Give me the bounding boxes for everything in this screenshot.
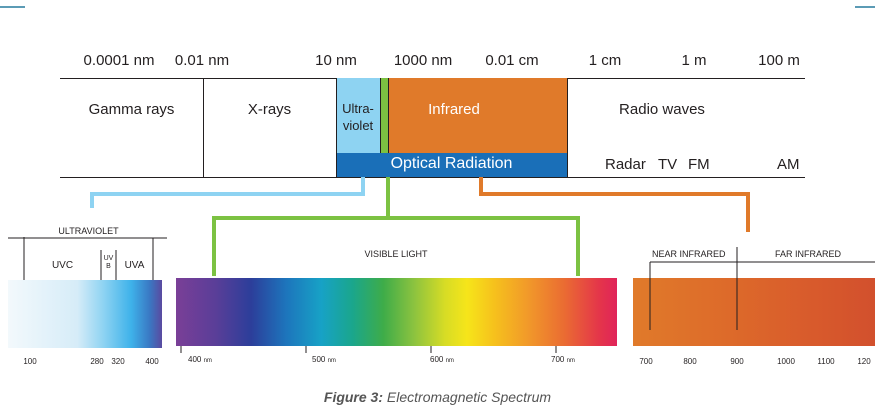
ir-axis-1000: 1000	[777, 357, 795, 366]
optical-radiation-label: Optical Radiation	[390, 155, 513, 172]
near-infrared-label: NEAR INFRARED	[652, 249, 726, 259]
uv-title: ULTRAVIOLET	[58, 226, 119, 236]
uv-axis-400: 400	[145, 357, 159, 366]
uvb-label-line2: B	[106, 263, 111, 270]
ultraviolet-label-line1: Ultra-	[342, 101, 374, 116]
gamma-rays-label: Gamma rays	[88, 101, 175, 118]
scale-label-0.0001nm: 0.0001 nm	[83, 52, 155, 69]
divider-xray-uv	[336, 78, 337, 177]
fm-label: FM	[688, 156, 710, 173]
visible-axis-600: 600 nm	[430, 355, 454, 364]
uv-axis-320: 320	[111, 357, 125, 366]
x-rays-label: X-rays	[247, 101, 292, 118]
uv-gradient-bar	[8, 280, 162, 348]
bottom-scale-line	[60, 177, 805, 178]
ir-gradient-bar	[633, 278, 875, 346]
uv-connector	[90, 177, 365, 208]
ir-axis-800: 800	[683, 357, 697, 366]
figure-title: Electromagnetic Spectrum	[383, 389, 552, 405]
uvb-label-line1: UV	[103, 255, 114, 262]
divider-uv-visible	[380, 78, 381, 153]
figure-caption: Figure 3: Electromagnetic Spectrum	[0, 389, 875, 405]
optical-radiation-band	[336, 153, 567, 177]
divider-visible-ir	[388, 78, 389, 153]
visible-axis-400-value: 400	[188, 355, 202, 364]
radio-waves-label: Radio waves	[619, 101, 705, 118]
scale-label-0.01cm: 0.01 cm	[485, 52, 539, 69]
ir-axis-1100: 1100	[817, 357, 835, 366]
scale-label-1cm: 1 cm	[588, 52, 622, 69]
scale-label-0.01nm: 0.01 nm	[174, 52, 230, 69]
visible-axis-700-value: 700	[551, 355, 565, 364]
visible-axis-400-unit: nm	[203, 358, 212, 364]
visible-connector	[212, 216, 580, 276]
scale-label-10nm: 10 nm	[315, 52, 357, 69]
visible-axis-500: 500 nm	[312, 355, 336, 364]
divider-gamma-xray	[203, 78, 204, 177]
divider-ir-radio	[567, 78, 568, 177]
tv-label: TV	[658, 156, 678, 173]
figure-number: Figure 3:	[323, 389, 384, 405]
visible-axis-500-value: 500	[312, 355, 326, 364]
uv-panel: ULTRAVIOLET UVC UV B UVA 100 280 320 400	[0, 220, 170, 400]
scale-label-1000nm: 1000 nm	[393, 52, 453, 69]
radar-label: Radar	[605, 156, 646, 173]
visible-gradient-bar	[176, 278, 617, 346]
visible-band	[380, 78, 389, 153]
infrared-label: Infrared	[428, 101, 480, 118]
am-label: AM	[777, 156, 800, 173]
visible-axis-400: 400 nm	[188, 355, 212, 364]
ir-axis-120: 120	[857, 357, 871, 366]
ir-axis-900: 900	[730, 357, 744, 366]
ir-connector	[479, 177, 750, 232]
ir-axis-700: 700	[639, 357, 653, 366]
ultraviolet-band	[336, 78, 380, 153]
corner-line-left	[0, 6, 25, 8]
scale-label-1m: 1 m	[681, 52, 707, 69]
infrared-band	[389, 78, 567, 153]
uv-axis-280: 280	[90, 357, 104, 366]
uva-label: UVA	[124, 260, 145, 271]
uvc-label: UVC	[51, 260, 74, 271]
corner-line-right	[855, 6, 875, 8]
visible-title: VISIBLE LIGHT	[364, 249, 428, 259]
scale-label-100m: 100 m	[758, 52, 800, 69]
visible-axis-600-value: 600	[430, 355, 444, 364]
visible-axis-600-unit: nm	[445, 358, 454, 364]
far-infrared-label: FAR INFRARED	[775, 249, 842, 259]
uv-axis-100: 100	[23, 357, 37, 366]
ultraviolet-label-line2: violet	[342, 118, 374, 133]
visible-axis-700: 700 nm	[551, 355, 575, 364]
visible-axis-500-unit: nm	[327, 358, 336, 364]
visible-axis-700-unit: nm	[566, 358, 575, 364]
